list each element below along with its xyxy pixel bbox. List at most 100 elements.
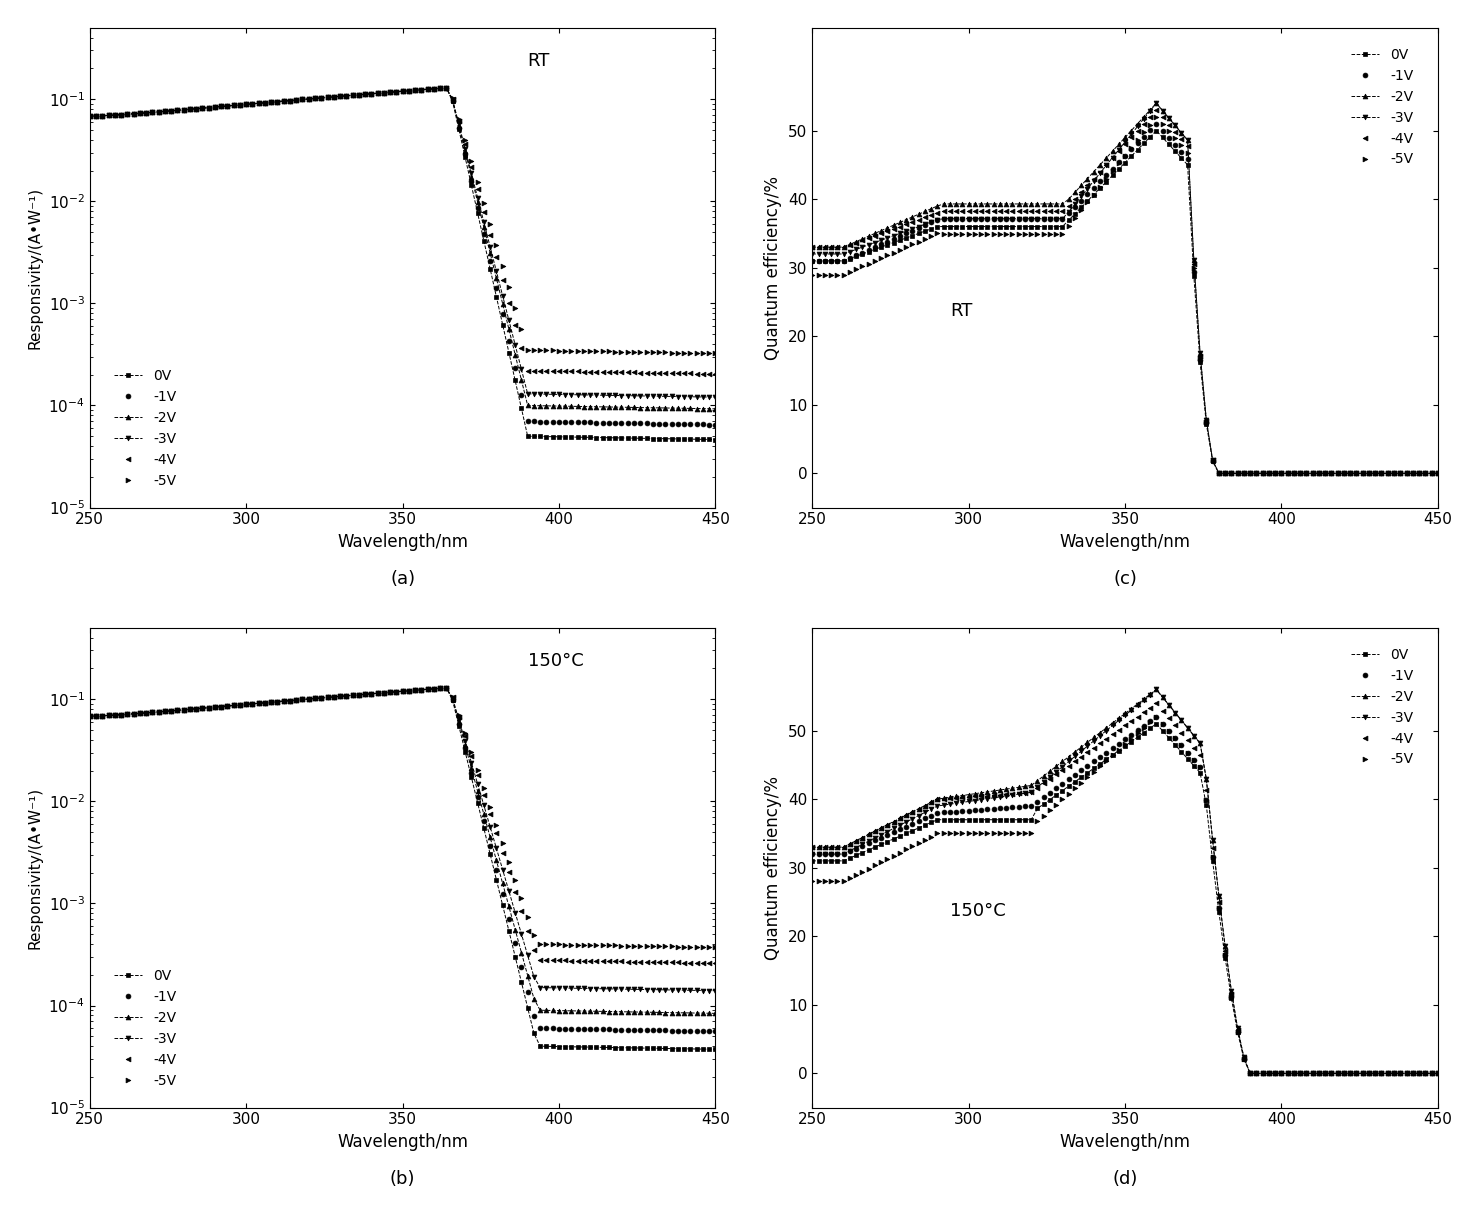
- -2V: [1254, 466, 1271, 480]
- -3V: [1254, 1066, 1271, 1080]
- -5V: [1091, 759, 1109, 774]
- 0V: [462, 770, 480, 785]
- Line: -5V: -5V: [810, 715, 1440, 1075]
- -3V: [1285, 466, 1302, 480]
- -5V: [369, 86, 386, 100]
- X-axis label: Wavelength/nm: Wavelength/nm: [337, 533, 468, 552]
- -5V: [1428, 466, 1446, 480]
- Line: -3V: -3V: [810, 100, 1440, 476]
- -1V: [959, 212, 977, 227]
- Y-axis label: Responsivity/(A•W⁻¹): Responsivity/(A•W⁻¹): [28, 787, 43, 949]
- -5V: [369, 686, 386, 700]
- -5V: [1254, 466, 1271, 480]
- -4V: [804, 240, 821, 255]
- -1V: [959, 804, 977, 818]
- -4V: [1091, 736, 1109, 751]
- -2V: [1285, 466, 1302, 480]
- 0V: [1428, 1066, 1446, 1080]
- Legend: 0V, -1V, -2V, -3V, -4V, -5V: 0V, -1V, -2V, -3V, -4V, -5V: [108, 363, 182, 494]
- -2V: [556, 400, 574, 414]
- -5V: [556, 938, 574, 952]
- Line: -3V: -3V: [87, 86, 718, 400]
- 0V: [525, 1026, 543, 1040]
- -3V: [1185, 253, 1203, 268]
- Text: (a): (a): [391, 571, 414, 588]
- 0V: [1147, 717, 1165, 731]
- -3V: [124, 706, 142, 721]
- Text: 150°C: 150°C: [950, 902, 1005, 920]
- Line: -4V: -4V: [810, 107, 1440, 476]
- 0V: [959, 220, 977, 234]
- -3V: [1147, 95, 1165, 110]
- -3V: [1285, 1066, 1302, 1080]
- -5V: [706, 346, 724, 361]
- -5V: [1147, 110, 1165, 124]
- -1V: [462, 765, 480, 780]
- -4V: [81, 709, 99, 723]
- 0V: [1428, 466, 1446, 480]
- -4V: [438, 81, 456, 95]
- 0V: [124, 106, 142, 121]
- -4V: [462, 748, 480, 763]
- -5V: [81, 109, 99, 123]
- -2V: [525, 398, 543, 413]
- -3V: [556, 387, 574, 402]
- -4V: [847, 834, 864, 849]
- -5V: [1211, 466, 1228, 480]
- -2V: [369, 86, 386, 100]
- -2V: [124, 706, 142, 721]
- -4V: [124, 706, 142, 721]
- -1V: [81, 109, 99, 123]
- -5V: [1242, 1066, 1259, 1080]
- Line: 0V: 0V: [810, 128, 1440, 476]
- -4V: [124, 106, 142, 121]
- -5V: [1285, 466, 1302, 480]
- -3V: [847, 840, 864, 855]
- -2V: [847, 234, 864, 249]
- -3V: [438, 81, 456, 95]
- -5V: [1185, 752, 1203, 766]
- -1V: [369, 86, 386, 100]
- -2V: [369, 686, 386, 700]
- 0V: [1147, 123, 1165, 138]
- -4V: [1211, 466, 1228, 480]
- -2V: [1147, 95, 1165, 110]
- Y-axis label: Quantum efficiency/%: Quantum efficiency/%: [765, 176, 783, 360]
- 0V: [369, 686, 386, 700]
- Line: -2V: -2V: [87, 86, 718, 412]
- Text: 150°C: 150°C: [528, 652, 583, 670]
- -2V: [706, 402, 724, 416]
- -4V: [1091, 164, 1109, 179]
- -4V: [81, 109, 99, 123]
- -1V: [556, 1021, 574, 1036]
- -3V: [804, 847, 821, 862]
- -4V: [706, 956, 724, 970]
- Line: 0V: 0V: [87, 686, 718, 1051]
- -4V: [237, 698, 255, 712]
- Line: -5V: -5V: [810, 115, 1440, 476]
- -2V: [438, 81, 456, 95]
- -1V: [1147, 117, 1165, 132]
- -4V: [847, 235, 864, 250]
- 0V: [1211, 466, 1228, 480]
- 0V: [438, 681, 456, 695]
- -1V: [1211, 466, 1228, 480]
- -3V: [81, 109, 99, 123]
- Line: 0V: 0V: [87, 86, 718, 442]
- -5V: [847, 868, 864, 882]
- -4V: [1185, 740, 1203, 754]
- -3V: [1185, 728, 1203, 742]
- Line: -1V: -1V: [87, 686, 718, 1033]
- 0V: [462, 177, 480, 192]
- -3V: [1211, 466, 1228, 480]
- 0V: [438, 81, 456, 95]
- -1V: [237, 97, 255, 111]
- 0V: [369, 86, 386, 100]
- 0V: [1285, 1066, 1302, 1080]
- -4V: [1285, 466, 1302, 480]
- -1V: [847, 841, 864, 856]
- -1V: [1147, 710, 1165, 724]
- Legend: 0V, -1V, -2V, -3V, -4V, -5V: 0V, -1V, -2V, -3V, -4V, -5V: [108, 963, 182, 1094]
- -3V: [81, 709, 99, 723]
- -4V: [959, 204, 977, 218]
